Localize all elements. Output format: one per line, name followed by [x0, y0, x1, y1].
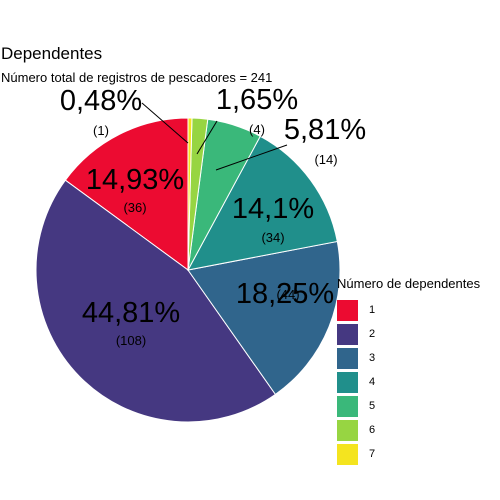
legend-label-2: 2 [369, 328, 376, 340]
percent-label-2: 44,81% [82, 297, 180, 329]
legend-swatch-7 [337, 443, 358, 465]
legend-item-1: 1 [337, 298, 480, 322]
legend-swatch-3 [337, 347, 358, 369]
pie-slice-7 [187, 117, 193, 271]
percent-label-1: 14,93% [86, 164, 184, 196]
legend-items: 1 2 3 4 5 6 7 [337, 298, 480, 466]
count-label-6: (4) [249, 122, 265, 137]
legend-swatch-1 [337, 299, 358, 321]
pie-slice-1 [64, 117, 189, 271]
leader-line-6 [196, 120, 218, 155]
pie-slice-3 [187, 240, 341, 396]
percent-label-6: 1,65% [216, 84, 298, 116]
slice-labels: 14,93% (36) 44,81% (108) 18,25%(44) 14,1% (34)… [60, 84, 366, 348]
chart-subtitle: Número total de registros de pescadores … [1, 70, 273, 85]
leader-lines [141, 102, 288, 171]
legend: Número de dependentes 1 2 3 4 5 6 7 [337, 276, 480, 466]
count-label-4: (34) [261, 230, 284, 245]
legend-swatch-4 [337, 371, 358, 393]
legend-label-1: 1 [369, 304, 376, 316]
legend-label-4: 4 [369, 376, 376, 388]
legend-label-6: 6 [369, 424, 376, 436]
legend-swatch-2 [337, 323, 358, 345]
percent-label-3: 18,25% [236, 278, 334, 310]
legend-label-3: 3 [369, 352, 376, 364]
percent-label-7: 0,48% [60, 85, 142, 117]
count-label-2: (108) [116, 333, 146, 348]
count-label-1: (36) [123, 200, 146, 215]
legend-item-3: 3 [337, 346, 480, 370]
legend-item-4: 4 [337, 370, 480, 394]
count-label-5: (14) [314, 152, 337, 167]
pie-slice-4 [187, 135, 338, 271]
leader-line-5 [215, 144, 288, 171]
legend-swatch-5 [337, 395, 358, 417]
chart-title: Dependentes [1, 44, 103, 63]
legend-label-5: 5 [369, 400, 376, 412]
percent-label-5: 5,81% [284, 114, 366, 146]
legend-item-2: 2 [337, 322, 480, 346]
legend-title: Número de dependentes [337, 276, 481, 291]
count-label-3: (44) [276, 287, 299, 302]
legend-item-6: 6 [337, 418, 480, 442]
percent-label-4: 14,1% [232, 193, 314, 225]
pie-slice-2 [35, 179, 277, 423]
legend-swatch-6 [337, 419, 358, 441]
legend-item-5: 5 [337, 394, 480, 418]
legend-label-7: 7 [369, 448, 376, 460]
pie-slices [35, 117, 341, 423]
count-label-7: (1) [93, 123, 109, 138]
legend-item-7: 7 [337, 442, 480, 466]
leader-line-7 [141, 102, 189, 144]
